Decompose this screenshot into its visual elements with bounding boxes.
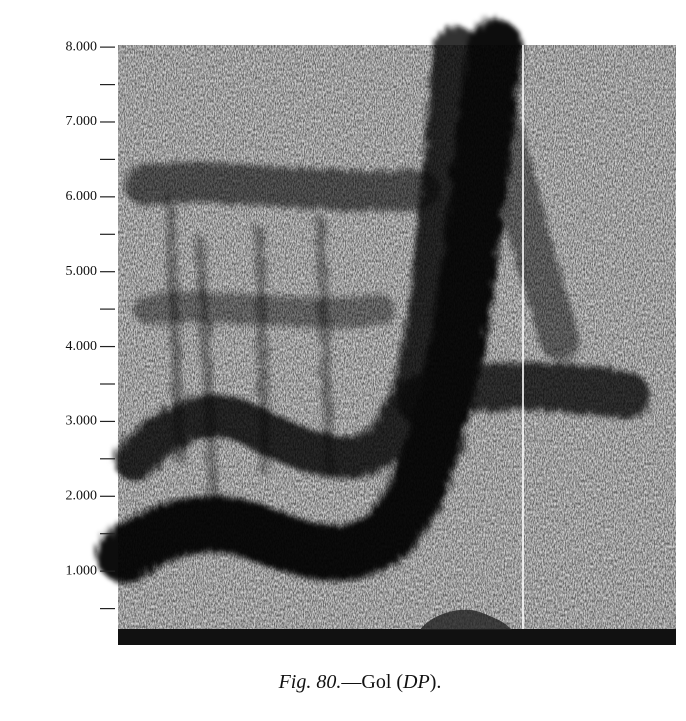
caption-text: —Gol (	[340, 671, 403, 693]
caption-speaker: DP	[402, 671, 430, 693]
spectrogram	[97, 19, 676, 645]
y-tick-label: 8.000	[66, 39, 98, 54]
caption: Fig. 80.—Gol (DP).	[278, 671, 442, 693]
y-tick-label: 2.000	[66, 488, 98, 503]
y-tick-label: 1.000	[66, 563, 98, 578]
y-tick-label: 4.000	[66, 339, 98, 354]
y-tick-label: 5.000	[66, 264, 98, 279]
caption-label: Fig. 80.	[278, 671, 342, 693]
y-tick-label: 7.000	[66, 114, 98, 129]
y-axis: 8.000 7.000 6.000 5.000 4.000 3.000 2.000 1.000	[66, 39, 115, 578]
caption-end: ).	[430, 671, 442, 693]
minor-ticks	[100, 83, 115, 610]
y-tick-label: 3.000	[66, 414, 98, 429]
y-tick-label: 6.000	[66, 189, 98, 204]
